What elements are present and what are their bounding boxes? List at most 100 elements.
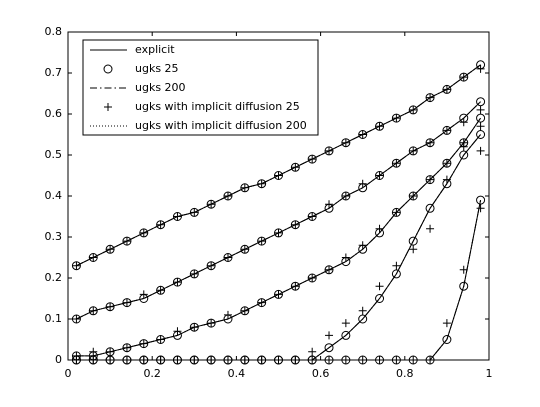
marker-plus bbox=[325, 146, 334, 155]
marker-plus bbox=[358, 241, 367, 250]
marker-plus bbox=[291, 220, 300, 229]
marker-plus bbox=[476, 64, 485, 73]
marker-circle bbox=[476, 97, 486, 107]
marker-circle bbox=[408, 236, 418, 246]
marker-plus bbox=[392, 114, 401, 123]
marker-plus bbox=[476, 204, 485, 213]
x-tick-label: 0.4 bbox=[228, 367, 246, 380]
legend-label: ugks with implicit diffusion 200 bbox=[135, 119, 307, 132]
y-tick-label: 0.4 bbox=[45, 189, 63, 202]
marker-plus bbox=[257, 356, 266, 364]
marker-circle bbox=[358, 314, 368, 324]
marker-plus bbox=[341, 253, 350, 262]
marker-plus bbox=[257, 298, 266, 307]
marker-plus bbox=[104, 103, 112, 111]
marker-plus bbox=[308, 347, 317, 356]
marker-plus bbox=[375, 122, 384, 131]
marker-plus bbox=[223, 356, 232, 364]
marker-plus bbox=[459, 118, 468, 127]
marker-plus bbox=[89, 347, 98, 356]
series-line bbox=[76, 200, 482, 361]
marker-plus bbox=[392, 261, 401, 270]
marker-plus bbox=[156, 286, 165, 295]
marker-plus bbox=[325, 200, 334, 209]
marker-plus bbox=[207, 200, 216, 209]
marker-plus bbox=[106, 347, 115, 356]
marker-plus bbox=[358, 179, 367, 188]
marker-plus bbox=[122, 356, 131, 364]
marker-plus bbox=[308, 155, 317, 164]
y-tick-label: 0.1 bbox=[45, 312, 63, 325]
marker-plus bbox=[223, 310, 232, 319]
y-tick-label: 0.6 bbox=[45, 107, 63, 120]
marker-plus bbox=[392, 159, 401, 168]
marker-plus bbox=[341, 138, 350, 147]
marker-plus bbox=[240, 183, 249, 192]
marker-plus bbox=[476, 105, 485, 114]
marker-plus bbox=[274, 228, 283, 237]
marker-circle bbox=[459, 281, 469, 291]
marker-plus bbox=[325, 265, 334, 274]
x-tick-label: 0.6 bbox=[312, 367, 330, 380]
marker-plus bbox=[409, 105, 418, 114]
marker-plus bbox=[106, 245, 115, 254]
series-line bbox=[76, 117, 481, 357]
marker-plus bbox=[375, 224, 384, 233]
x-tick-label: 0.8 bbox=[396, 367, 414, 380]
legend-label: ugks with implicit diffusion 25 bbox=[135, 100, 300, 113]
marker-plus bbox=[173, 212, 182, 221]
marker-circle bbox=[476, 113, 486, 123]
marker-plus bbox=[139, 290, 148, 299]
series-line bbox=[76, 101, 481, 320]
y-tick-label: 0.8 bbox=[45, 25, 63, 38]
y-tick-label: 0.7 bbox=[45, 66, 63, 79]
marker-circle bbox=[341, 330, 351, 340]
series-line bbox=[76, 134, 481, 361]
legend-label: ugks 200 bbox=[135, 81, 186, 94]
marker-circle bbox=[476, 130, 486, 139]
marker-plus bbox=[122, 298, 131, 307]
x-tick-label: 0.2 bbox=[143, 367, 161, 380]
marker-plus bbox=[173, 356, 182, 364]
y-tick-label: 0 bbox=[55, 353, 62, 366]
marker-plus bbox=[89, 356, 98, 364]
marker-plus bbox=[207, 319, 216, 328]
marker-plus bbox=[341, 356, 350, 364]
marker-plus bbox=[173, 327, 182, 336]
legend-label: explicit bbox=[135, 43, 175, 56]
marker-plus bbox=[341, 319, 350, 328]
marker-circle bbox=[103, 64, 113, 74]
x-tick-label: 1 bbox=[486, 367, 493, 380]
marker-plus bbox=[426, 224, 435, 233]
marker-plus bbox=[308, 356, 317, 364]
marker-plus bbox=[459, 138, 468, 147]
marker-plus bbox=[375, 282, 384, 291]
marker-plus bbox=[325, 331, 334, 340]
marker-plus bbox=[223, 192, 232, 200]
marker-circle bbox=[459, 150, 469, 160]
marker-plus bbox=[426, 138, 435, 147]
marker-plus bbox=[139, 339, 148, 348]
marker-plus bbox=[476, 122, 485, 131]
marker-circle bbox=[425, 203, 435, 213]
marker-plus bbox=[375, 171, 384, 180]
marker-plus bbox=[426, 93, 435, 102]
marker-plus bbox=[442, 126, 451, 135]
marker-plus bbox=[139, 356, 148, 364]
marker-circle bbox=[476, 195, 486, 205]
marker-circle bbox=[442, 335, 452, 344]
marker-plus bbox=[223, 253, 232, 262]
marker-circle bbox=[375, 294, 385, 303]
marker-plus bbox=[274, 171, 283, 180]
marker-plus bbox=[392, 208, 401, 217]
marker-plus bbox=[392, 356, 401, 364]
marker-plus bbox=[257, 179, 266, 188]
marker-plus bbox=[190, 323, 199, 332]
y-tick-label: 0.5 bbox=[45, 148, 63, 161]
marker-plus bbox=[240, 306, 249, 315]
marker-plus bbox=[122, 237, 131, 246]
marker-plus bbox=[308, 274, 317, 282]
x-tick-label: 0 bbox=[65, 367, 72, 380]
